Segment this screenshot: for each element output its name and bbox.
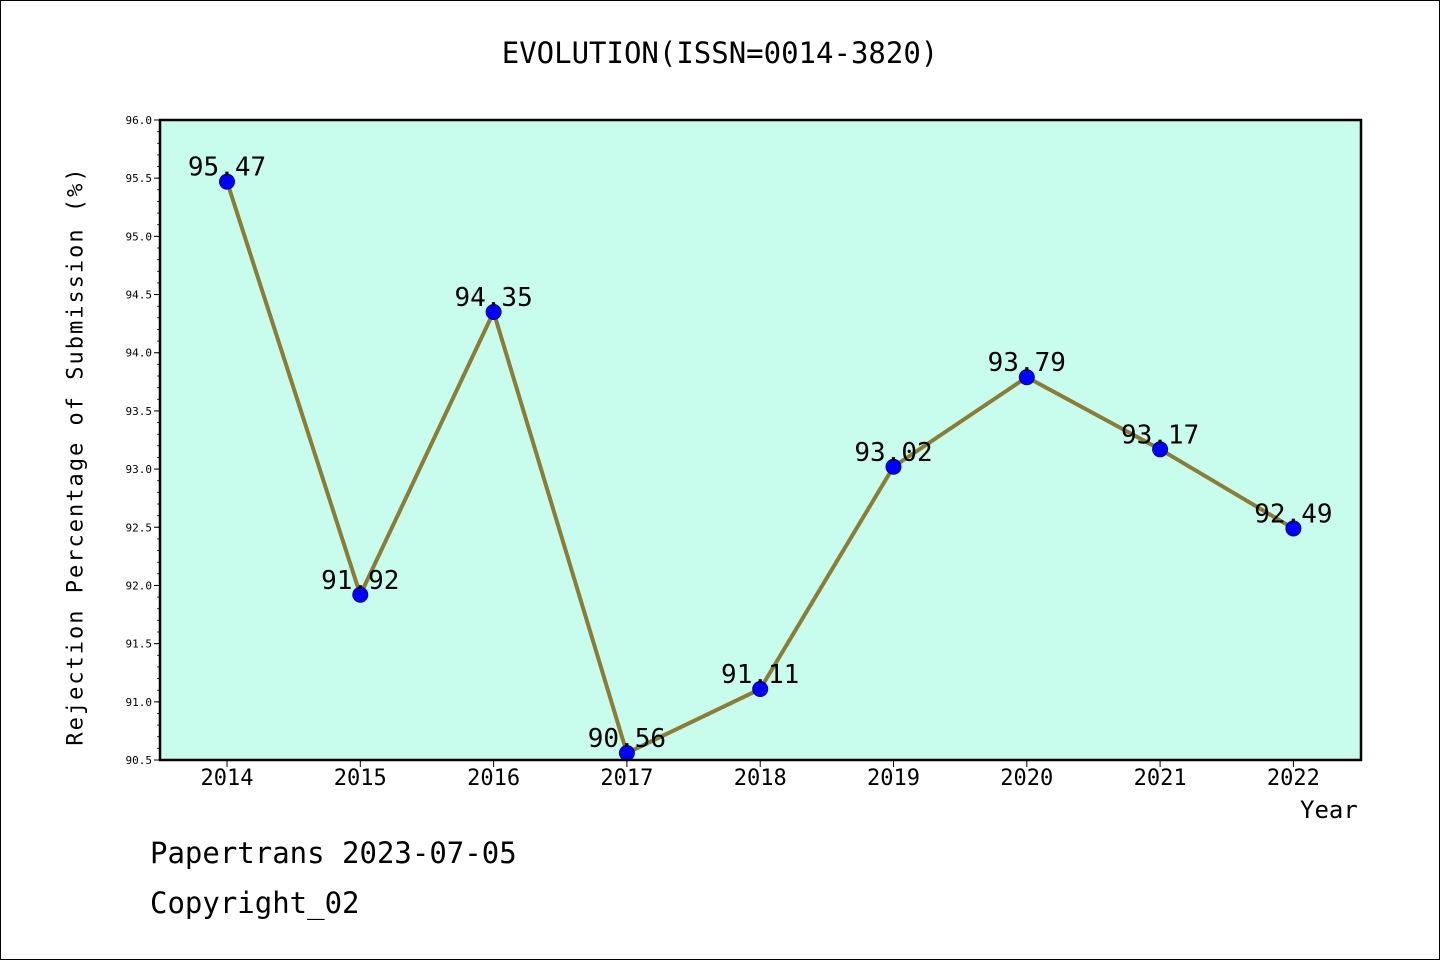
y-tick-label: 93.0: [126, 463, 153, 476]
data-label: 90.56: [588, 724, 666, 754]
y-tick-label: 95.5: [126, 172, 153, 185]
plot-border: [158, 118, 1363, 762]
x-tick-label: 2015: [334, 766, 387, 791]
data-label: 94.35: [454, 283, 532, 313]
data-label: 95.47: [188, 153, 266, 183]
x-tick-label: 2020: [1000, 766, 1053, 791]
data-point: [1152, 441, 1169, 458]
y-tick-label: 90.5: [126, 754, 153, 767]
y-tick-label: 92.5: [126, 521, 153, 534]
data-label: 93.79: [988, 348, 1066, 378]
y-tick-label: 94.5: [126, 289, 153, 302]
y-tick-label: 94.0: [126, 347, 153, 360]
data-point: [885, 458, 902, 475]
data-label: 91.92: [321, 566, 399, 596]
data-point: [219, 173, 235, 190]
y-tick-label: 91.0: [126, 696, 153, 709]
data-point: [1018, 369, 1035, 386]
data-point: [485, 304, 502, 320]
data-label: 91.11: [721, 660, 799, 690]
x-tick-label: 2014: [201, 766, 254, 791]
data-point: [752, 681, 769, 698]
y-tick-label: 93.5: [126, 405, 153, 418]
y-tick-label: 95.0: [126, 230, 153, 243]
x-tick-label: 2019: [867, 766, 920, 791]
x-tick-label: 2018: [734, 766, 787, 791]
x-tick-label: 2016: [467, 766, 520, 791]
x-tick-label: 2021: [1134, 766, 1187, 791]
y-tick-label: 92.0: [126, 579, 153, 592]
footer-copyright: Copyright_02: [150, 886, 360, 920]
x-axis-label: Year: [1300, 796, 1358, 824]
data-point: [352, 586, 369, 603]
x-tick-label: 2017: [600, 766, 653, 791]
x-tick-label: 2022: [1267, 766, 1320, 791]
y-tick-label: 96.0: [126, 114, 153, 127]
chart-title: EVOLUTION(ISSN=0014-3820): [501, 36, 939, 70]
plot-area: [160, 120, 1361, 760]
data-label: 93.02: [854, 438, 932, 468]
data-label: 92.49: [1254, 499, 1332, 529]
footer-source: Papertrans 2023-07-05: [150, 836, 517, 870]
data-point: [1285, 520, 1302, 537]
data-label: 93.17: [1121, 420, 1199, 450]
y-tick-label: 91.5: [126, 638, 153, 651]
